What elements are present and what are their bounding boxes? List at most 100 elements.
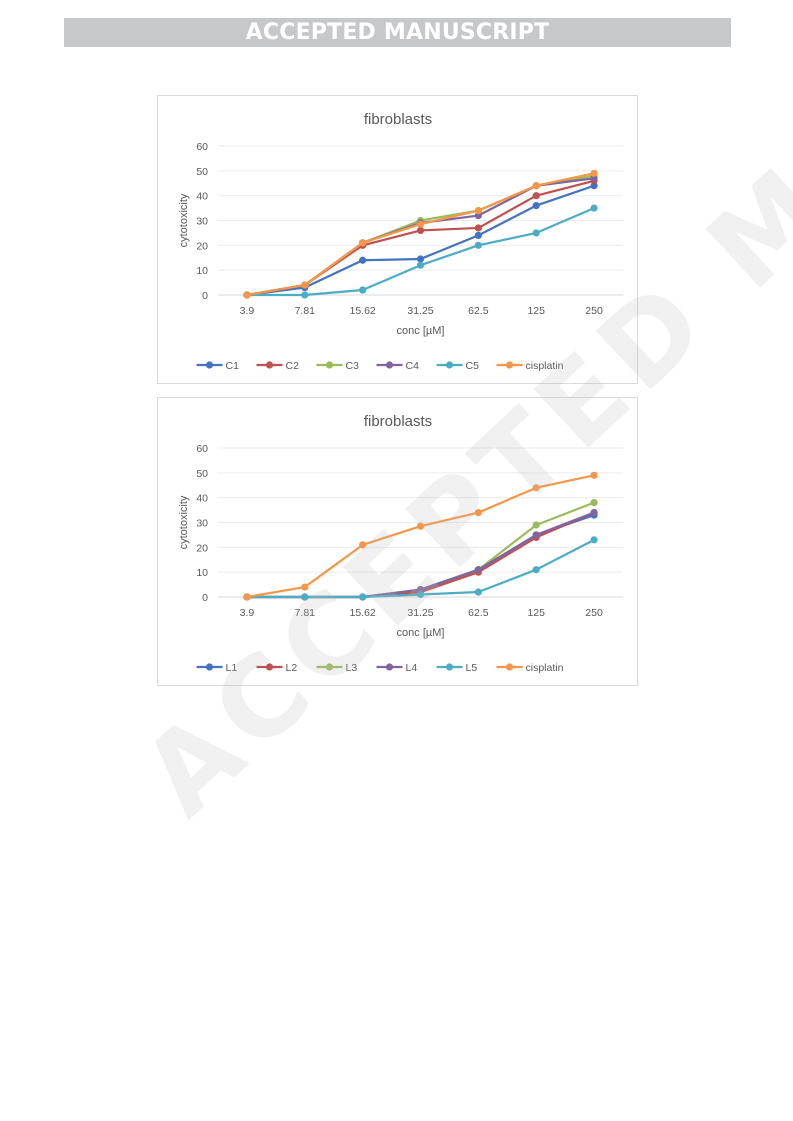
- y-axis-label: cytotoxicity: [178, 193, 190, 247]
- y-tick-label: 40: [196, 493, 208, 505]
- legend-label: C1: [226, 360, 240, 372]
- x-tick-label: 7.81: [295, 305, 316, 317]
- legend-label: cisplatin: [526, 360, 564, 372]
- y-tick-label: 20: [196, 542, 208, 554]
- data-point: [590, 499, 598, 507]
- legend-item: C5: [436, 360, 479, 372]
- legend-item: C1: [196, 360, 240, 372]
- legend-marker: [265, 361, 274, 369]
- data-point: [416, 226, 425, 235]
- data-point: [474, 224, 482, 232]
- legend-label: C2: [286, 360, 300, 372]
- data-point: [532, 229, 540, 237]
- y-tick-label: 50: [196, 468, 208, 480]
- x-tick-label: 31.25: [407, 305, 433, 317]
- legend-label: L4: [406, 662, 418, 674]
- data-point: [474, 231, 482, 239]
- data-point: [359, 593, 367, 601]
- data-point: [301, 583, 309, 591]
- legend-marker: [505, 361, 514, 369]
- data-point: [301, 593, 309, 601]
- legend-label: C4: [406, 360, 420, 372]
- legend-item: L2: [256, 662, 297, 674]
- data-point: [416, 522, 425, 530]
- legend-item: L1: [196, 662, 238, 674]
- legend-marker: [205, 663, 214, 671]
- x-tick-label: 15.62: [350, 305, 376, 317]
- data-point: [590, 204, 598, 212]
- data-point: [532, 566, 540, 574]
- data-point: [359, 256, 367, 264]
- legend-item: L3: [316, 662, 358, 674]
- legend-label: L3: [346, 662, 358, 674]
- x-tick-label: 7.81: [295, 607, 316, 619]
- y-tick-label: 30: [196, 518, 208, 530]
- data-point: [359, 239, 367, 247]
- data-point: [474, 566, 482, 574]
- x-tick-label: 3.9: [240, 305, 255, 317]
- data-point: [532, 202, 540, 210]
- data-point: [590, 536, 598, 544]
- series-C1: [243, 182, 598, 299]
- x-axis-label: conc [µM]: [397, 325, 445, 337]
- data-point: [532, 521, 540, 529]
- chart-c-series-svg: fibroblasts 0 10 20 30 40 50 60 3.9 7.81 15.62 31.2…: [178, 111, 623, 372]
- legend-marker: [265, 663, 274, 671]
- data-point: [243, 291, 251, 299]
- legend-marker: [205, 361, 214, 369]
- data-point: [416, 590, 425, 599]
- data-point: [359, 286, 367, 294]
- data-point: [474, 241, 482, 249]
- y-tick-label: 50: [196, 166, 208, 178]
- data-point: [359, 541, 367, 549]
- data-point: [590, 182, 598, 190]
- series-cisplatin: [243, 169, 598, 299]
- data-point: [301, 291, 309, 299]
- data-point: [243, 593, 251, 601]
- x-tick-label: 62.5: [468, 305, 489, 317]
- data-point: [474, 508, 482, 517]
- y-axis-label: cytotoxicity: [178, 495, 190, 549]
- data-point: [590, 471, 598, 479]
- x-tick-label: 62.5: [468, 607, 489, 619]
- x-tick-label: 250: [585, 305, 603, 317]
- legend-item: L5: [436, 662, 478, 674]
- legend-marker: [385, 663, 394, 671]
- legend-label: cisplatin: [526, 662, 564, 674]
- x-tick-label: 15.62: [350, 607, 376, 619]
- series-line: [246, 179, 595, 297]
- y-tick-label: 20: [196, 240, 208, 252]
- series-C5: [243, 204, 598, 299]
- data-point: [590, 174, 598, 182]
- data-point: [416, 261, 425, 269]
- data-point: [474, 588, 482, 596]
- legend-label: L5: [466, 662, 478, 674]
- x-tick-label: 250: [585, 607, 603, 619]
- series-L5: [243, 536, 598, 601]
- data-point: [416, 220, 425, 228]
- data-point: [301, 281, 309, 289]
- data-point: [590, 508, 598, 517]
- data-point: [416, 255, 425, 263]
- legend-label: L1: [226, 662, 238, 674]
- legend-marker: [325, 361, 334, 369]
- legend-marker: [325, 663, 334, 671]
- data-point: [532, 192, 540, 200]
- data-point: [590, 169, 598, 177]
- y-tick-label: 10: [196, 567, 208, 579]
- chart-c-series: fibroblasts 0 10 20 30 40 50 60 3.9 7.81 15.62 31.2…: [157, 95, 638, 384]
- y-tick-label: 60: [196, 141, 208, 153]
- y-tick-label: 60: [196, 443, 208, 455]
- legend-label: C3: [346, 360, 360, 372]
- series-C3: [243, 172, 598, 299]
- legend-marker: [445, 663, 454, 671]
- y-tick-label: 30: [196, 216, 208, 228]
- series-line: [246, 172, 595, 297]
- legend-marker: [505, 663, 514, 671]
- y-tick-label: 0: [202, 592, 208, 604]
- y-tick-label: 0: [202, 290, 208, 302]
- x-axis-label: conc [µM]: [397, 627, 445, 639]
- chart-title: fibroblasts: [364, 111, 432, 128]
- legend-item: C4: [376, 360, 420, 372]
- accepted-manuscript-banner: ACCEPTED MANUSCRIPT: [64, 18, 731, 47]
